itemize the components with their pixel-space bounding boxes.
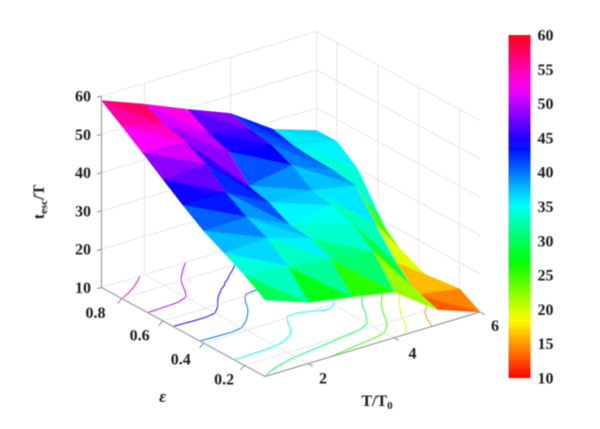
svg-text:40: 40 <box>538 165 554 182</box>
svg-text:55: 55 <box>538 62 554 79</box>
svg-text:4: 4 <box>409 346 417 363</box>
svg-text:15: 15 <box>538 336 554 353</box>
svg-text:0.2: 0.2 <box>214 371 234 388</box>
svg-text:0.8: 0.8 <box>86 305 106 322</box>
svg-text:0.6: 0.6 <box>130 328 150 345</box>
svg-text:25: 25 <box>538 268 554 285</box>
svg-text:20: 20 <box>538 302 554 319</box>
svg-text:0.4: 0.4 <box>171 351 191 368</box>
svg-text:50: 50 <box>538 96 554 113</box>
svg-text:20: 20 <box>75 242 91 259</box>
svg-text:10: 10 <box>538 371 554 388</box>
svg-text:40: 40 <box>75 165 91 182</box>
svg-text:60: 60 <box>75 89 91 106</box>
svg-text:30: 30 <box>538 233 554 250</box>
svg-text:60: 60 <box>538 28 554 45</box>
svg-text:45: 45 <box>538 130 554 147</box>
svg-text:35: 35 <box>538 199 554 216</box>
svg-text:6: 6 <box>491 318 499 335</box>
svg-text:10: 10 <box>75 280 91 297</box>
svg-text:2: 2 <box>319 371 327 388</box>
svg-text:30: 30 <box>75 203 91 220</box>
svg-text:T/T0: T/T0 <box>361 393 393 412</box>
svg-text:ε: ε <box>159 387 166 406</box>
svg-text:50: 50 <box>75 127 91 144</box>
